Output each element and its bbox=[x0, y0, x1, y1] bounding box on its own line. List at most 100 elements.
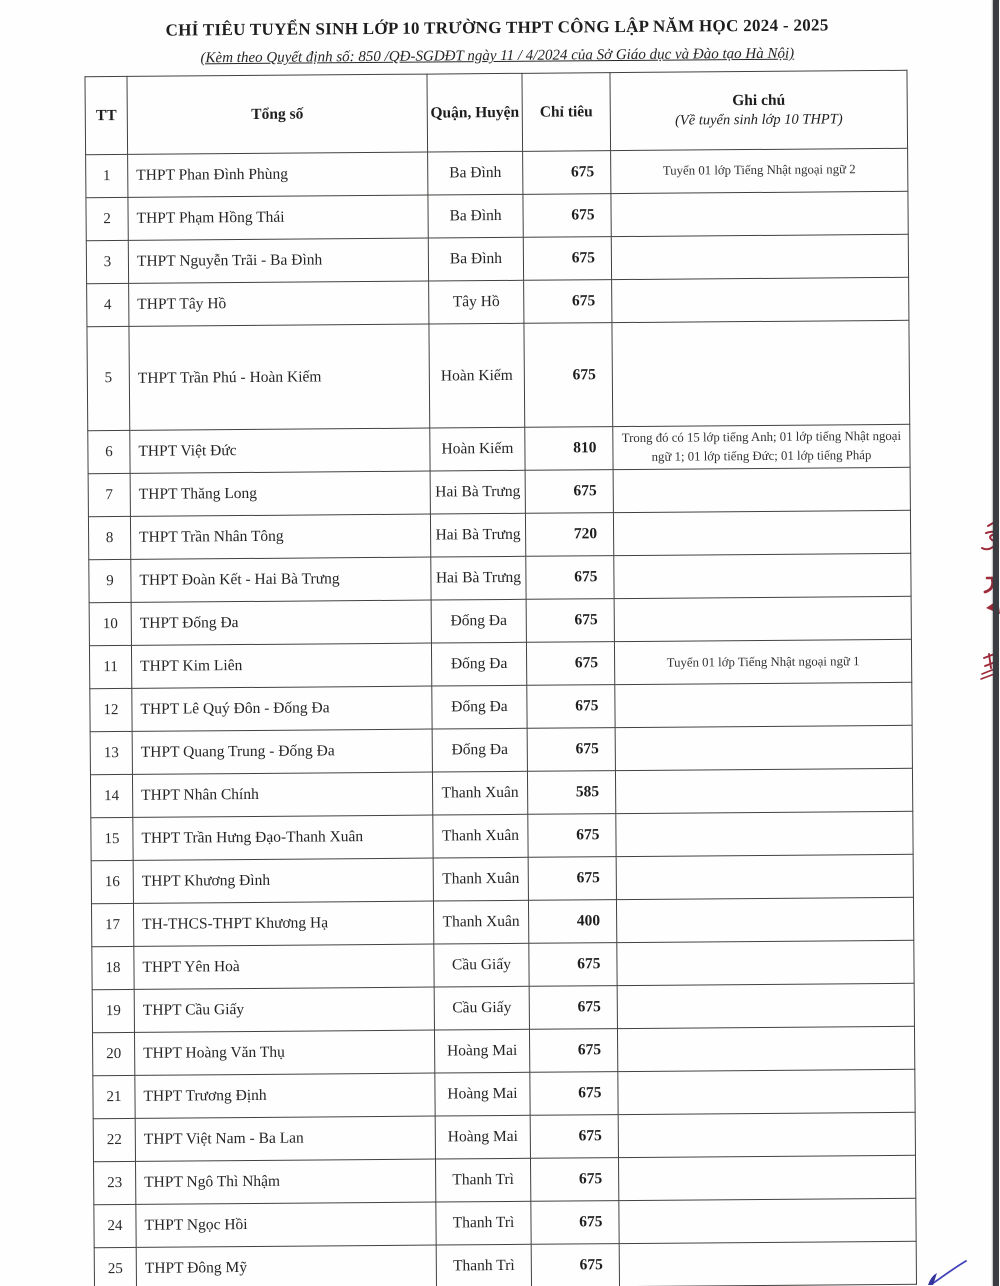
table-row: 11 THPT Kim Liên Đống Đa 675 Tuyển 01 lớ… bbox=[89, 639, 912, 690]
cell-quota: 675 bbox=[530, 1157, 619, 1202]
table-body: 1 THPT Phan Đình Phùng Ba Đình 675 Tuyển… bbox=[85, 148, 917, 1286]
cell-district: Đống Đa bbox=[432, 728, 528, 773]
cell-tt: 23 bbox=[93, 1161, 136, 1206]
table-row: 2 THPT Phạm Hồng Thái Ba Đình 675 bbox=[85, 191, 909, 241]
table-row: 14 THPT Nhân Chính Thanh Xuân 585 bbox=[90, 768, 913, 819]
cell-tt: 11 bbox=[89, 645, 132, 690]
cell-tt: 14 bbox=[90, 774, 133, 819]
cell-note bbox=[616, 854, 914, 900]
cell-note bbox=[616, 897, 914, 943]
cell-quota: 675 bbox=[527, 727, 616, 772]
table-row: 15 THPT Trần Hưng Đạo-Thanh Xuân Thanh X… bbox=[90, 811, 914, 862]
cell-district: Hai Bà Trưng bbox=[430, 513, 526, 558]
cell-school-name: THPT Nguyễn Trãi - Ba Đình bbox=[128, 238, 429, 284]
cell-tt: 16 bbox=[91, 860, 134, 905]
enrollment-quota-table: TT Tổng số Quận, Huyện Chỉ tiêu Ghi chú … bbox=[84, 70, 917, 1286]
header-quota: Chỉ tiêu bbox=[521, 72, 611, 152]
cell-quota: 675 bbox=[526, 598, 615, 643]
table-row: 18 THPT Yên Hoà Cầu Giấy 675 bbox=[91, 940, 915, 991]
cell-quota: 720 bbox=[525, 512, 614, 557]
cell-quota: 675 bbox=[531, 1243, 620, 1286]
cell-district: Hoàng Mai bbox=[434, 1072, 531, 1117]
cell-school-name: THPT Ngô Thì Nhậm bbox=[135, 1159, 436, 1205]
table-row: 1 THPT Phan Đình Phùng Ba Đình 675 Tuyển… bbox=[85, 148, 908, 198]
cell-school-name: THPT Tây Hồ bbox=[128, 281, 429, 327]
table-row: 10 THPT Đống Đa Đống Đa 675 bbox=[89, 596, 912, 647]
cell-note bbox=[619, 1241, 917, 1286]
cell-tt: 15 bbox=[90, 817, 134, 862]
cell-district: Đống Đa bbox=[431, 599, 527, 644]
cell-tt: 7 bbox=[88, 473, 131, 518]
table-row: 25 THPT Đông Mỹ Thanh Trì 675 bbox=[94, 1241, 917, 1286]
cell-school-name: THPT Trần Nhân Tông bbox=[130, 514, 431, 560]
cell-district: Hoàng Mai bbox=[435, 1115, 531, 1160]
cell-district: Cầu Giấy bbox=[433, 943, 530, 988]
cell-tt: 18 bbox=[91, 946, 135, 991]
cell-tt: 6 bbox=[87, 430, 131, 475]
table-row: 17 TH-THCS-THPT Khương Hạ Thanh Xuân 400 bbox=[91, 897, 914, 948]
page-title: CHỈ TIÊU TUYỂN SINH LỚP 10 TRƯỜNG THPT C… bbox=[165, 15, 829, 40]
cell-school-name: THPT Nhân Chính bbox=[132, 772, 433, 818]
cell-district: Thanh Trì bbox=[435, 1201, 532, 1246]
cell-tt: 4 bbox=[86, 283, 129, 327]
cell-quota: 675 bbox=[529, 1071, 619, 1116]
cell-note bbox=[617, 1069, 916, 1115]
table-row: 21 THPT Trương Định Hoàng Mai 675 bbox=[92, 1069, 916, 1120]
cell-school-name: THPT Trương Định bbox=[134, 1073, 436, 1119]
cell-school-name: THPT Đoàn Kết - Hai Bà Trưng bbox=[130, 557, 432, 603]
scan-edge-line bbox=[993, 0, 999, 1286]
table-row: 4 THPT Tây Hồ Tây Hồ 675 bbox=[86, 277, 909, 327]
cell-note bbox=[611, 234, 909, 280]
cell-quota: 675 bbox=[528, 856, 617, 901]
cell-district: Thanh Xuân bbox=[432, 814, 529, 859]
cell-note bbox=[616, 940, 915, 986]
cell-quota: 675 bbox=[526, 641, 615, 686]
cell-school-name: THPT Thăng Long bbox=[130, 471, 431, 517]
table-row: 22 THPT Việt Nam - Ba Lan Hoàng Mai 675 bbox=[93, 1112, 916, 1163]
blue-pen-mark bbox=[928, 1260, 967, 1285]
cell-note bbox=[618, 1155, 916, 1201]
cell-district: Ba Đình bbox=[427, 194, 524, 239]
cell-school-name: THPT Đống Đa bbox=[131, 600, 432, 646]
cell-tt: 17 bbox=[91, 903, 134, 948]
cell-school-name: THPT Quang Trung - Đống Đa bbox=[132, 729, 433, 775]
table-header: TT Tổng số Quận, Huyện Chỉ tiêu Ghi chú … bbox=[84, 70, 908, 155]
table-row: 6 THPT Việt Đức Hoàn Kiếm 810 Trong đó c… bbox=[87, 424, 911, 475]
cell-district: Ba Đình bbox=[427, 151, 523, 196]
cell-note bbox=[618, 1198, 917, 1244]
cell-district: Hoàn Kiếm bbox=[428, 323, 525, 429]
cell-district: Thanh Xuân bbox=[432, 771, 528, 816]
cell-tt: 1 bbox=[85, 154, 128, 198]
header-note-main: Ghi chú bbox=[732, 91, 786, 110]
cell-note bbox=[610, 191, 909, 237]
cell-quota: 675 bbox=[523, 236, 612, 281]
table-row: 16 THPT Khương Đình Thanh Xuân 675 bbox=[91, 854, 914, 905]
table-row: 5 THPT Trần Phú - Hoàn Kiếm Hoàn Kiếm 67… bbox=[86, 320, 910, 431]
cell-tt: 12 bbox=[89, 688, 133, 733]
cell-school-name: THPT Trần Phú - Hoàn Kiếm bbox=[128, 324, 430, 431]
cell-school-name: THPT Cầu Giấy bbox=[134, 987, 435, 1033]
cell-district: Cầu Giấy bbox=[434, 986, 530, 1031]
header-school-name: Tổng số bbox=[126, 74, 428, 155]
cell-quota: 675 bbox=[527, 813, 617, 858]
cell-tt: 9 bbox=[88, 559, 132, 604]
cell-quota: 675 bbox=[525, 555, 615, 600]
cell-note bbox=[613, 467, 911, 513]
table-row: 19 THPT Cầu Giấy Cầu Giấy 675 bbox=[92, 983, 915, 1034]
cell-district: Đống Đa bbox=[431, 642, 527, 687]
cell-note bbox=[615, 725, 913, 771]
header-note-sub: (Về tuyển sinh lớp 10 THPT) bbox=[674, 111, 843, 129]
cell-tt: 8 bbox=[88, 516, 131, 561]
cell-note bbox=[611, 277, 909, 323]
cell-district: Tây Hồ bbox=[428, 280, 524, 325]
cell-tt: 24 bbox=[93, 1204, 137, 1249]
cell-tt: 21 bbox=[92, 1075, 136, 1120]
table-row: 23 THPT Ngô Thì Nhậm Thanh Trì 675 bbox=[93, 1155, 916, 1206]
cell-quota: 675 bbox=[530, 1114, 619, 1159]
cell-quota: 675 bbox=[525, 469, 614, 514]
header-district: Quận, Huyện bbox=[426, 73, 523, 153]
cell-tt: 20 bbox=[92, 1032, 135, 1077]
cell-quota: 585 bbox=[527, 770, 616, 815]
cell-district: Thanh Trì bbox=[435, 1158, 531, 1203]
